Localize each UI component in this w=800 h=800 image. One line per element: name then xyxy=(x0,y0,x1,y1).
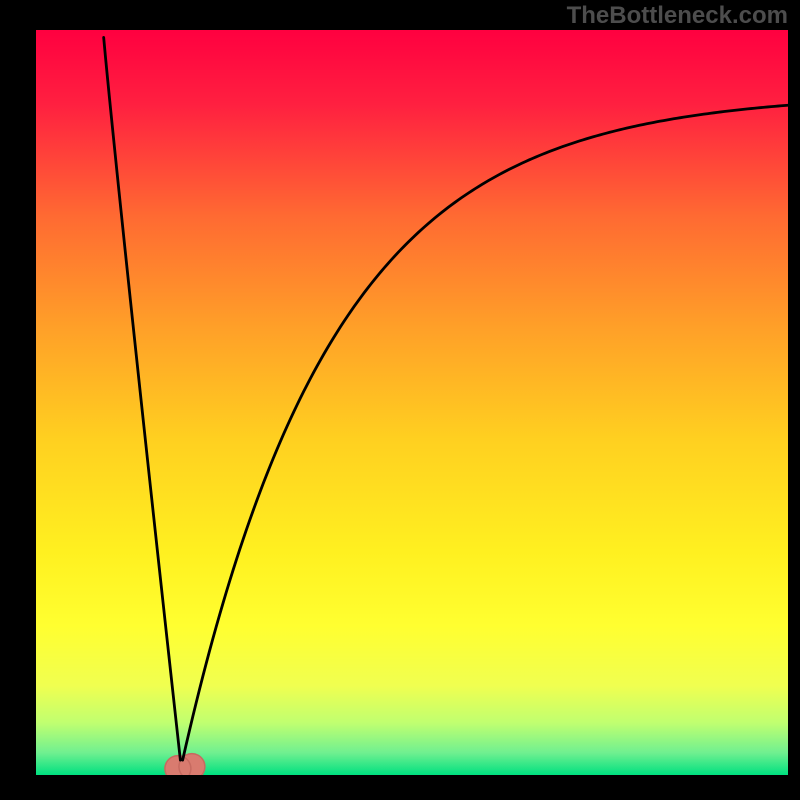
watermark-text: TheBottleneck.com xyxy=(567,2,788,30)
bottom-marker xyxy=(165,754,205,775)
plot-area xyxy=(36,30,788,775)
chart-container: TheBottleneck.com xyxy=(0,0,800,800)
curve-layer xyxy=(36,30,788,775)
bottleneck-curve xyxy=(104,37,788,760)
